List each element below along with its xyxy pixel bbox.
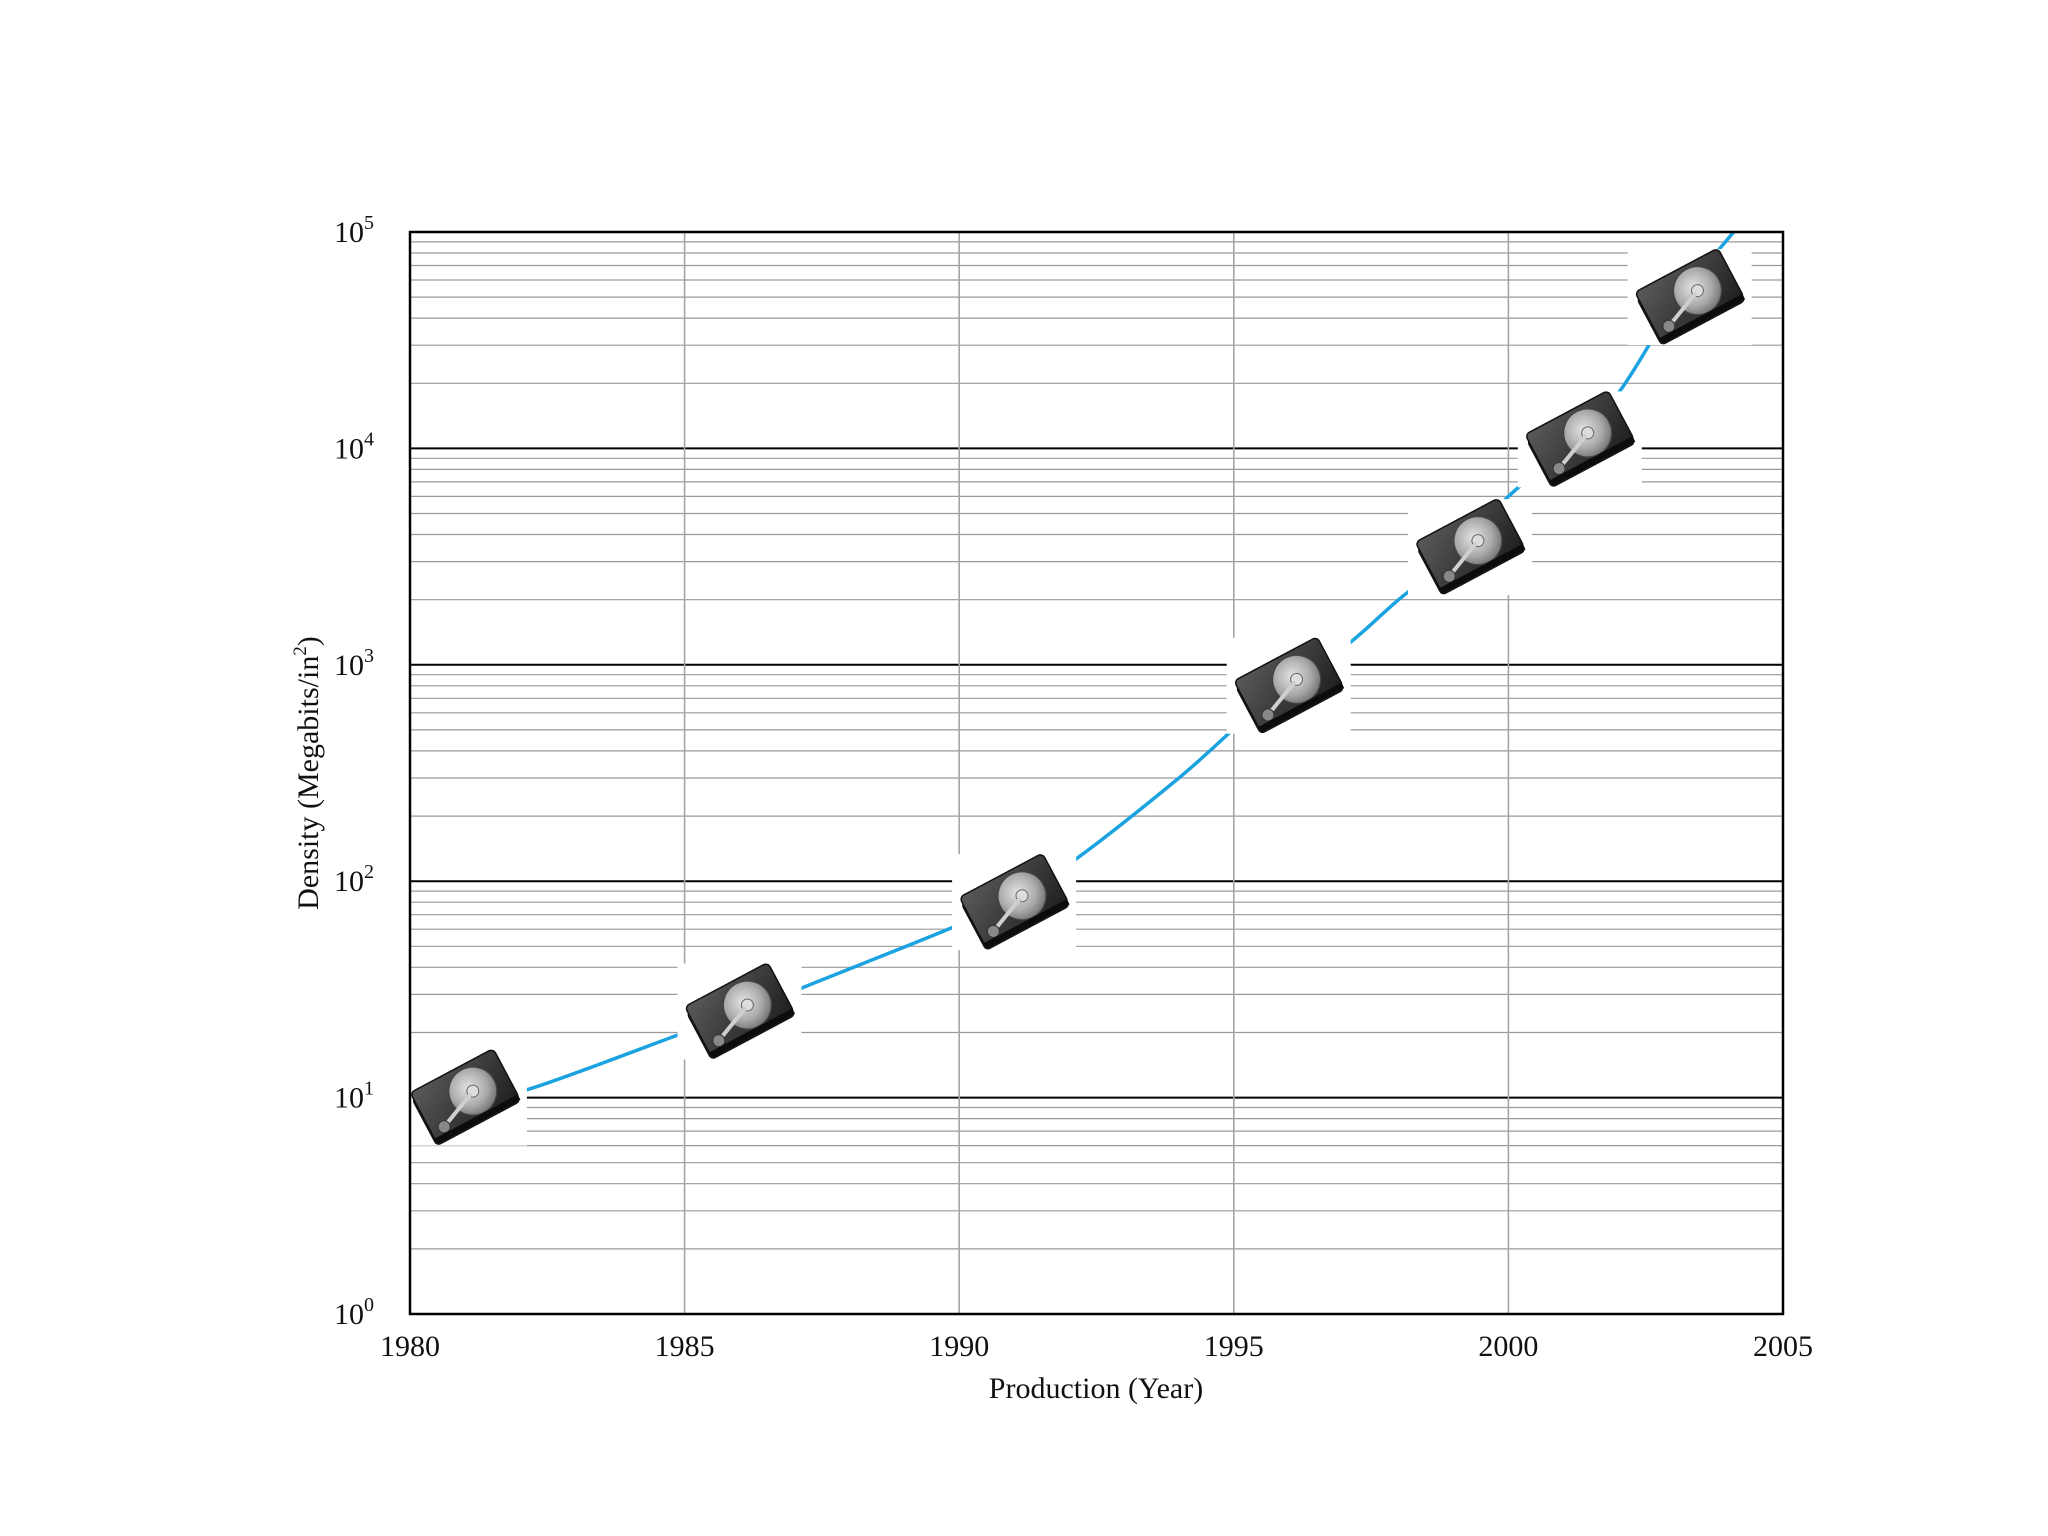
hard-drive-icon: [677, 963, 802, 1060]
drive-edge: [1659, 293, 1746, 344]
drive-edge: [709, 1008, 796, 1058]
drive-arm: [1265, 680, 1296, 717]
y-tick-label: 104: [334, 428, 374, 465]
drive-actuator: [986, 924, 1000, 938]
drive-body: [960, 854, 1070, 950]
drive-arm: [1557, 434, 1588, 471]
x-tick-label: 1995: [1204, 1330, 1264, 1363]
drive-arm: [1666, 292, 1697, 329]
y-tick-label: 105: [334, 212, 374, 249]
x-tick-label: 2000: [1478, 1330, 1538, 1363]
marker-layer: [402, 249, 1752, 1146]
x-tick-label: 1980: [380, 1330, 440, 1363]
hard-drive-icon: [1408, 499, 1532, 596]
drive-edge: [1439, 543, 1526, 594]
y-tick-exponent: 5: [364, 212, 374, 234]
drive-body: [1635, 249, 1746, 345]
hard-drive-icon: [1627, 249, 1752, 346]
drive-edge: [983, 899, 1070, 949]
y-tick-exponent: 3: [364, 645, 374, 667]
drive-arm: [1447, 542, 1478, 579]
drive-body: [1235, 637, 1345, 734]
grid: [410, 232, 1783, 1314]
drive-arm: [991, 897, 1022, 934]
x-tick-label: 1985: [655, 1330, 715, 1363]
y-tick-exponent: 4: [364, 428, 374, 450]
x-tick-label: 1990: [929, 1330, 989, 1363]
series-line: [448, 230, 1735, 1110]
drive-body: [1526, 391, 1636, 487]
drive-arm: [442, 1092, 473, 1129]
drive-body: [411, 1049, 521, 1145]
y-axis-label-exponent: 2: [290, 646, 311, 656]
drive-body: [685, 963, 796, 1059]
y-axis-label: Density (Megabits/in2): [290, 636, 325, 910]
hard-drive-icon: [1517, 391, 1642, 488]
x-tick-label: 2005: [1753, 1330, 1813, 1363]
y-axis-label-main: Density (Megabits/in: [292, 656, 325, 910]
y-tick-exponent: 0: [364, 1294, 374, 1316]
drive-edge: [1549, 436, 1636, 486]
y-tick-label: 103: [334, 645, 374, 682]
y-tick-base: 10: [334, 1082, 364, 1115]
drive-arm: [716, 1006, 747, 1043]
y-tick-exponent: 1: [364, 1078, 374, 1100]
y-tick-base: 10: [334, 1298, 364, 1331]
series-layer: [448, 230, 1735, 1110]
y-tick-label: 100: [334, 1294, 374, 1331]
hard-drive-icon: [402, 1049, 527, 1146]
y-tick-base: 10: [334, 432, 364, 465]
x-axis-label: Production (Year): [989, 1372, 1203, 1405]
y-tick-base: 10: [334, 865, 364, 898]
drive-body: [1416, 499, 1526, 595]
drive-edge: [434, 1094, 521, 1144]
x-tick-labels: 1980 1985 1990 1995 2000 2005: [380, 1330, 1813, 1363]
plot-frame: [408, 230, 1785, 1316]
y-tick-exponent: 2: [364, 861, 374, 883]
y-tick-label: 101: [334, 1078, 374, 1115]
y-axis-label-end: ): [292, 636, 325, 646]
y-tick-base: 10: [334, 216, 364, 249]
hard-drive-icon: [1226, 637, 1351, 734]
y-tick-base: 10: [334, 649, 364, 682]
drive-edge: [1258, 682, 1345, 733]
y-tick-label: 102: [334, 861, 374, 898]
hard-drive-icon: [952, 854, 1077, 951]
